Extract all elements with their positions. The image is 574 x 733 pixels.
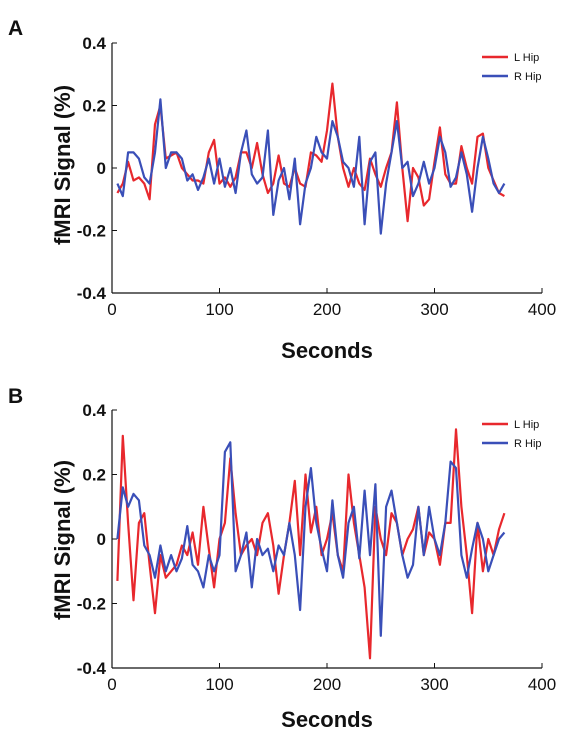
panel-b-series-r-hip-line (116, 441, 506, 637)
panel-a-x-tick-label: 0 (107, 300, 116, 319)
panel-b-y-axis-title: fMRI Signal (%) (50, 460, 75, 620)
panel-a-y-tick-label: 0 (97, 159, 106, 178)
panel-a-series-r-hip-line (116, 98, 506, 235)
panel-a-plot-area: 0 100 200 300 400 -0.4 -0.2 0 0.2 0.4 L Hip R Hip (77, 34, 556, 319)
panel-b: B fMRI Signal (%) Seconds 0 100 200 300 400 -… (8, 385, 556, 732)
panel-b-plot-area: 0 100 200 300 400 -0.4 -0.2 0 0.2 0.4 L Hip R Hip (77, 401, 556, 694)
panel-b-x-tick-label: 200 (313, 675, 341, 694)
panel-a-x-axis-title: Seconds (281, 338, 373, 363)
panel-b-y-tick-label: 0.4 (82, 401, 106, 420)
panel-b-legend-label-r-hip: R Hip (514, 438, 542, 450)
panel-b-series-l-hip-line (116, 428, 506, 660)
panel-a-legend-label-l-hip: L Hip (514, 52, 539, 64)
panel-a-x-tick-label: 400 (528, 300, 556, 319)
panel-b-x-axis-title: Seconds (281, 707, 373, 732)
panel-b-x-tick-label: 400 (528, 675, 556, 694)
panel-a-y-axis-title: fMRI Signal (%) (50, 85, 75, 245)
panel-b-label: B (8, 385, 23, 408)
panel-a-series-l-hip-line (116, 82, 505, 223)
panel-a-y-tick-label: 0.4 (82, 34, 106, 53)
panel-b-x-tick-label: 100 (205, 675, 233, 694)
panel-b-x-tick-label: 300 (420, 675, 448, 694)
panel-b-y-tick-label: 0.2 (82, 466, 106, 485)
panel-a-label: A (8, 17, 23, 40)
panel-a-y-tick-label: -0.2 (77, 222, 106, 241)
panel-b-y-tick-label: 0 (97, 530, 106, 549)
panel-b-y-tick-label: -0.4 (77, 659, 107, 678)
panel-a-x-tick-label: 200 (313, 300, 341, 319)
panel-a-x-tick-label: 100 (205, 300, 233, 319)
panel-b-y-tick-label: -0.2 (77, 595, 106, 614)
panel-b-x-tick-label: 0 (107, 675, 116, 694)
panel-b-legend-label-l-hip: L Hip (514, 419, 539, 431)
panel-a-y-tick-label: 0.2 (82, 97, 106, 116)
panel-a-y-tick-label: -0.4 (77, 284, 107, 303)
panel-a: A fMRI Signal (%) Seconds 0 100 200 300 400 -… (8, 17, 556, 363)
panel-a-legend-label-r-hip: R Hip (514, 71, 542, 83)
panel-a-x-tick-label: 300 (420, 300, 448, 319)
